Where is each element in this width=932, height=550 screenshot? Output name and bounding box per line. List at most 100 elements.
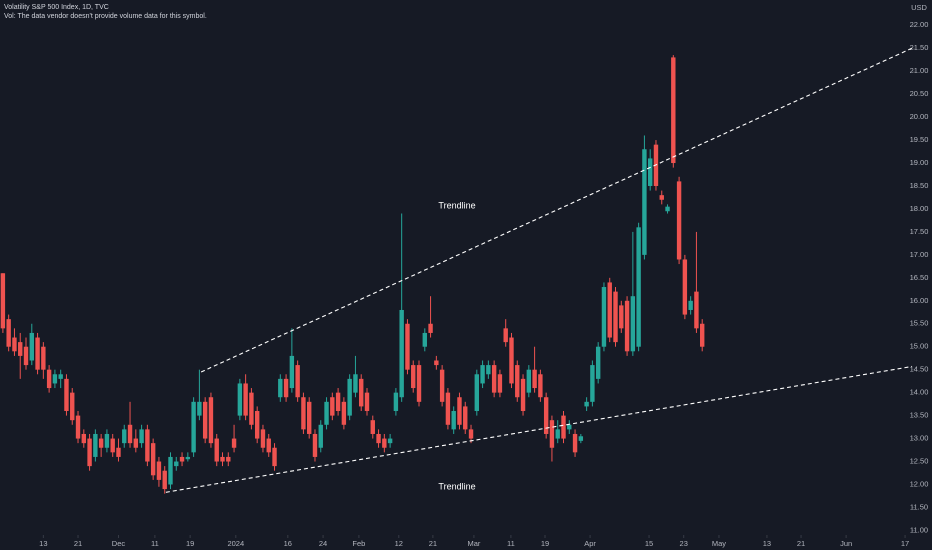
- candle-body: [543, 397, 549, 434]
- candle-body: [636, 227, 641, 347]
- candle-body: [87, 438, 92, 467]
- trendline: [165, 365, 913, 493]
- candle-body: [619, 305, 624, 329]
- candle-body: [353, 374, 358, 393]
- candle-body: [497, 374, 503, 393]
- candle-body: [607, 282, 612, 338]
- candle-body: [647, 158, 653, 186]
- candle-body: [688, 300, 693, 310]
- candle-body: [572, 433, 578, 453]
- candle-body: [179, 456, 185, 462]
- candle-body: [387, 438, 393, 444]
- candle-body: [231, 438, 237, 448]
- candle-body: [249, 392, 254, 425]
- candle-body: [197, 401, 202, 416]
- candle-body: [468, 429, 474, 439]
- candle-body: [330, 397, 335, 416]
- candle-body: [64, 378, 69, 412]
- candle-body: [457, 397, 462, 425]
- x-tick-label: Apr: [584, 539, 596, 548]
- x-tick-label: 19: [186, 539, 194, 548]
- candle-body: [254, 411, 260, 439]
- candle-body: [75, 415, 81, 439]
- candle-body: [162, 470, 167, 490]
- y-tick-label: 19.50: [910, 135, 929, 144]
- candle-body: [122, 429, 127, 444]
- candle-body: [590, 365, 595, 402]
- y-tick-label: 19.00: [910, 158, 929, 167]
- candle-body: [532, 369, 537, 389]
- candle-body: [295, 365, 300, 398]
- candle-body: [156, 461, 162, 480]
- candle-body: [29, 332, 34, 361]
- candle-body: [214, 438, 219, 462]
- candle-body: [35, 337, 40, 370]
- y-tick-label: 11.00: [910, 525, 928, 534]
- x-tick-label: 11: [507, 539, 515, 548]
- candle-body: [359, 378, 364, 407]
- candle-body: [185, 456, 191, 460]
- x-tick-label: 19: [541, 539, 549, 548]
- candle-body: [630, 296, 636, 352]
- candle-body: [665, 206, 670, 212]
- y-tick-label: 15.00: [910, 342, 929, 351]
- candle-body: [642, 149, 647, 255]
- candle-body: [116, 447, 121, 457]
- candle-body: [595, 346, 601, 379]
- candle-body: [237, 383, 243, 416]
- x-tick-label: 11: [151, 539, 159, 548]
- x-tick-label: Mar: [467, 539, 480, 548]
- trendline-label: Trendline: [438, 481, 475, 491]
- candle-body: [104, 433, 110, 448]
- candle-body: [434, 360, 439, 366]
- candle-body: [260, 429, 266, 448]
- candle-body: [682, 259, 688, 315]
- candle-body: [150, 443, 156, 476]
- candle-body: [23, 346, 29, 366]
- candle-body: [393, 392, 399, 412]
- candle-body: [335, 392, 341, 412]
- y-tick-label: 17.00: [910, 250, 929, 259]
- candle-body: [202, 401, 208, 439]
- chart-title: Volatility S&P 500 Index, 1D, TVC: [4, 4, 109, 11]
- candle-body: [41, 346, 46, 370]
- x-tick-label: 13: [763, 539, 771, 548]
- candle-body: [676, 181, 682, 260]
- candle-body: [81, 433, 87, 444]
- candle-body: [509, 337, 514, 384]
- candle-body: [364, 392, 370, 412]
- candle-body: [0, 273, 6, 329]
- candle-body: [445, 392, 451, 425]
- candle-body: [272, 447, 277, 467]
- candle-body: [503, 328, 508, 343]
- y-tick-label: 16.00: [910, 296, 929, 305]
- candle-body: [382, 438, 387, 448]
- y-axis-label: USD: [911, 3, 927, 12]
- candle-body: [567, 424, 572, 430]
- x-tick-label: Jun: [840, 539, 852, 548]
- candle-body: [480, 365, 485, 384]
- candle-body: [700, 323, 705, 347]
- x-tick-label: 21: [429, 539, 437, 548]
- candle-body: [58, 374, 63, 379]
- candle-body: [266, 438, 271, 453]
- candle-body: [127, 424, 133, 444]
- candle-body: [98, 438, 104, 448]
- candle-body: [520, 378, 526, 412]
- y-tick-label: 22.00: [910, 20, 929, 29]
- y-tick-label: 11.50: [910, 502, 928, 511]
- candle-body: [318, 424, 323, 448]
- candle-body: [584, 401, 589, 407]
- candle-body: [347, 378, 352, 416]
- candle-body: [289, 355, 295, 389]
- candle-body: [474, 374, 480, 412]
- candle-body: [491, 365, 497, 393]
- candle-body: [208, 397, 214, 444]
- y-tick-label: 18.00: [910, 204, 929, 213]
- candle-body: [463, 406, 468, 430]
- x-tick-label: 24: [319, 539, 327, 548]
- candle-body: [411, 365, 416, 389]
- y-tick-label: 13.00: [910, 434, 929, 443]
